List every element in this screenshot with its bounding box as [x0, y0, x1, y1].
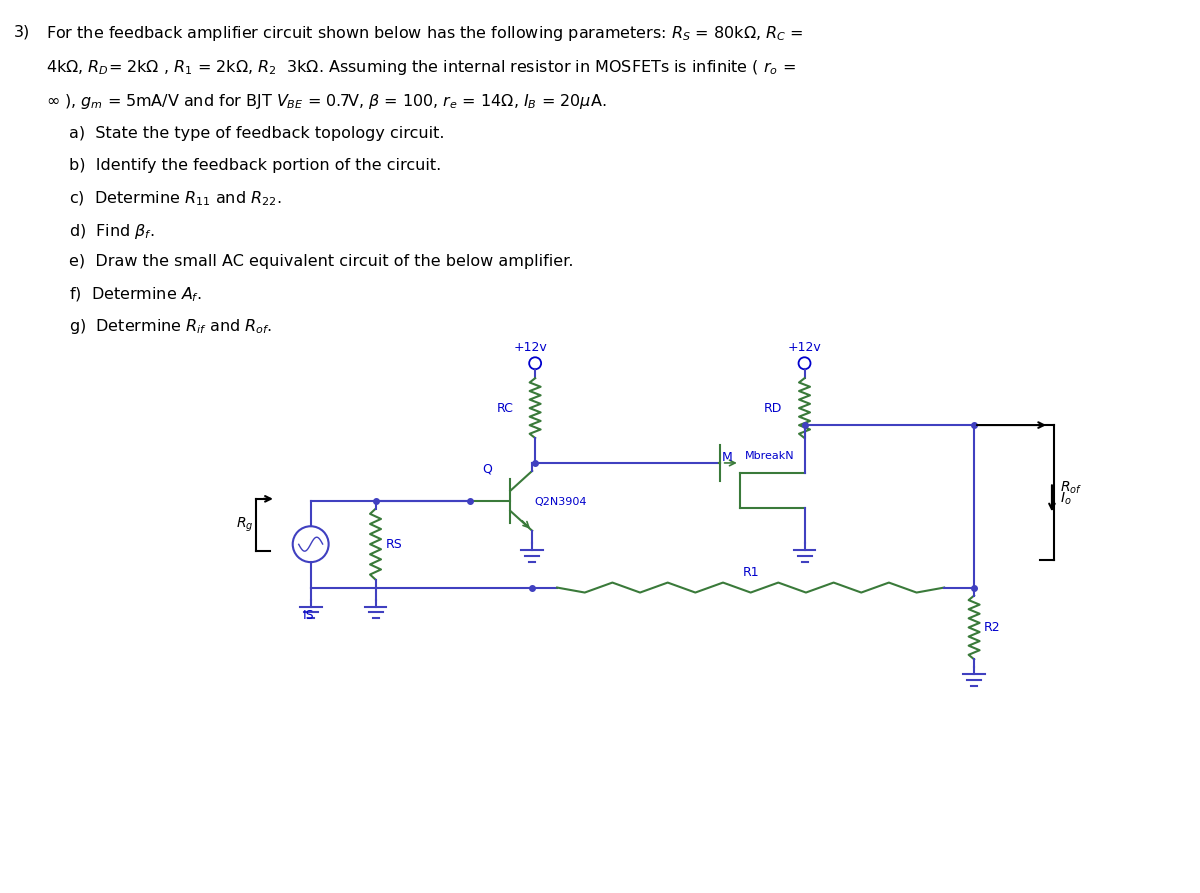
Text: +12v: +12v — [514, 341, 547, 355]
Text: b)  Identify the feedback portion of the circuit.: b) Identify the feedback portion of the … — [70, 158, 442, 173]
Text: e)  Draw the small AC equivalent circuit of the below amplifier.: e) Draw the small AC equivalent circuit … — [70, 254, 574, 269]
Text: R1: R1 — [743, 565, 758, 579]
Text: RC: RC — [497, 402, 514, 414]
Text: f)  Determine $A_f$.: f) Determine $A_f$. — [70, 286, 202, 304]
Text: MbreakN: MbreakN — [745, 451, 794, 461]
Text: 4k$\Omega$, $R_D$= 2k$\Omega$ , $R_1$ = 2k$\Omega$, $R_2$  3k$\Omega$. Assuming : 4k$\Omega$, $R_D$= 2k$\Omega$ , $R_1$ = … — [47, 58, 797, 77]
Text: $\infty$ ), $g_m$ = 5mA/V and for BJT $V_{BE}$ = 0.7V, $\beta$ = 100, $r_e$ = 14: $\infty$ ), $g_m$ = 5mA/V and for BJT $V… — [47, 92, 607, 111]
Text: c)  Determine $R_{11}$ and $R_{22}$.: c) Determine $R_{11}$ and $R_{22}$. — [70, 190, 282, 208]
Text: +12v: +12v — [787, 341, 822, 355]
Text: $R_g$: $R_g$ — [236, 515, 253, 534]
Text: 3): 3) — [13, 24, 30, 39]
Text: a)  State the type of feedback topology circuit.: a) State the type of feedback topology c… — [70, 126, 445, 141]
Text: RD: RD — [764, 402, 782, 414]
Text: g)  Determine $R_{if}$ and $R_{of}$.: g) Determine $R_{if}$ and $R_{of}$. — [70, 317, 272, 337]
Text: Q2N3904: Q2N3904 — [534, 497, 587, 507]
Text: For the feedback amplifier circuit shown below has the following parameters: $R_: For the feedback amplifier circuit shown… — [47, 24, 804, 44]
Text: RS: RS — [385, 538, 402, 551]
Text: $R_{of}$: $R_{of}$ — [1060, 480, 1082, 496]
Text: $I_o$: $I_o$ — [1060, 490, 1072, 506]
Text: R2: R2 — [984, 621, 1001, 634]
Text: d)  Find $\beta_f$.: d) Find $\beta_f$. — [70, 221, 155, 241]
Text: M: M — [721, 451, 732, 464]
Text: IS: IS — [302, 609, 314, 622]
Text: Q: Q — [482, 463, 492, 476]
